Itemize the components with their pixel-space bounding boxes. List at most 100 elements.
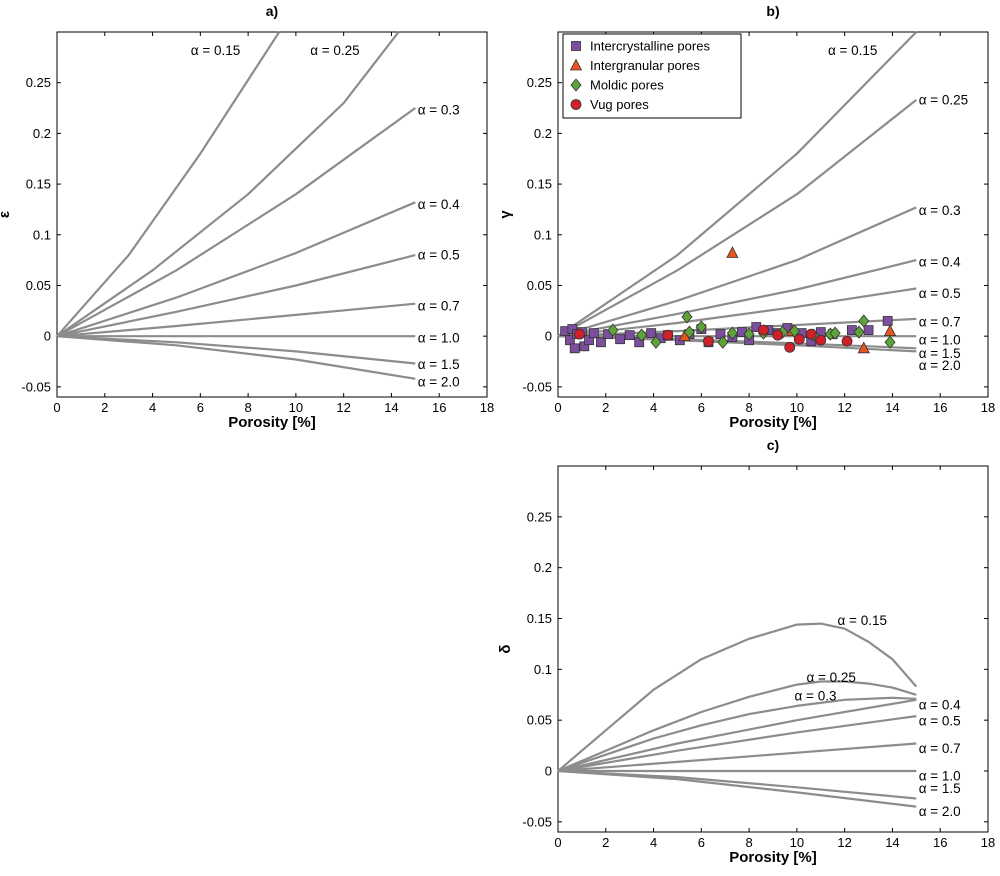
- data-point-diamond: [853, 325, 865, 339]
- curve-label: α = 0.5: [919, 714, 961, 729]
- x-tick-label: 12: [837, 400, 851, 415]
- x-tick-label: 14: [885, 400, 899, 415]
- panel-b: 0 2 4 6 8 10 12 14 16 18-0.0500.050.10.150.20.25b…: [497, 3, 995, 431]
- y-tick-label: 0.05: [527, 278, 552, 293]
- x-tick-label: 10: [289, 400, 303, 415]
- y-tick-label: 0.05: [26, 278, 51, 293]
- data-point-diamond: [726, 326, 738, 340]
- x-tick-label: 12: [336, 400, 350, 415]
- y-axis-label: γ: [497, 210, 514, 219]
- legend-label: Moldic pores: [590, 78, 664, 93]
- x-tick-label: 6: [698, 835, 705, 850]
- data-point-diamond: [717, 335, 729, 349]
- curve-label: α = 0.7: [418, 298, 460, 313]
- x-tick-label: 16: [933, 400, 947, 415]
- x-tick-label: 0: [554, 400, 561, 415]
- legend-marker: [569, 58, 583, 71]
- series-line-1: [557, 99, 917, 338]
- y-tick-label: 0.15: [527, 177, 552, 192]
- data-point-diamond: [683, 325, 695, 339]
- x-tick-label: 4: [149, 400, 156, 415]
- series-line-5: [557, 742, 917, 773]
- y-tick-label: 0.25: [26, 75, 51, 90]
- curve-label: α = 1.5: [919, 781, 961, 796]
- curve-label: α = 1.0: [919, 333, 961, 348]
- series-line-7: [56, 335, 416, 365]
- x-tick-label: 18: [981, 835, 995, 850]
- curve-label: α = 1.0: [418, 331, 460, 346]
- curve-label: α = 1.5: [919, 346, 961, 361]
- curve-label: α = 0.5: [418, 248, 460, 263]
- x-tick-label: 0: [53, 400, 60, 415]
- y-tick-label: 0.15: [26, 177, 51, 192]
- curve-label: α = 0.4: [418, 197, 460, 212]
- data-point-square: [882, 316, 893, 326]
- series-line-1: [56, 31, 400, 338]
- y-tick-label: 0.25: [527, 509, 552, 524]
- x-tick-label: 12: [837, 835, 851, 850]
- data-point-square: [863, 325, 874, 335]
- x-tick-label: 10: [790, 400, 804, 415]
- x-tick-label: 18: [981, 400, 995, 415]
- axes-frame: [557, 465, 989, 833]
- x-tick-label: 6: [197, 400, 204, 415]
- series-line-0: [56, 31, 281, 337]
- x-tick-label: 8: [745, 835, 752, 850]
- legend-marker: [570, 99, 582, 110]
- x-tick-label: 10: [790, 835, 804, 850]
- y-tick-label: 0: [44, 329, 51, 344]
- data-point-diamond: [829, 326, 841, 340]
- legend-marker: [571, 41, 581, 51]
- curve-label: α = 0.15: [191, 43, 240, 58]
- panel-a: 0 2 4 6 8 10 12 14 16 18-0.0500.050.10.150.20.25a…: [0, 3, 494, 431]
- data-point-diamond: [884, 335, 896, 349]
- y-tick-label: 0.2: [534, 560, 552, 575]
- y-tick-label: 0.05: [527, 713, 552, 728]
- data-point-circle: [841, 335, 853, 347]
- y-axis-label: ε: [0, 211, 13, 218]
- legend-label: Intercrystalline pores: [590, 39, 710, 54]
- series-line-8: [557, 769, 917, 808]
- y-tick-label: 0.2: [33, 126, 51, 141]
- data-point-circle: [703, 335, 714, 347]
- curve-label: α = 0.3: [919, 203, 961, 218]
- x-tick-label: 16: [933, 835, 947, 850]
- data-point-circle: [758, 324, 769, 336]
- curve-label: α = 0.15: [828, 43, 877, 58]
- y-tick-label: 0: [545, 329, 552, 344]
- x-tick-label: 14: [885, 835, 899, 850]
- series-line-4: [557, 715, 917, 773]
- series-line-2: [557, 206, 917, 338]
- series-line-3: [557, 698, 917, 773]
- x-axis-label: Porosity [%]: [228, 414, 316, 431]
- x-tick-label: 2: [101, 400, 108, 415]
- panel-title: a): [266, 3, 278, 19]
- data-point-square: [596, 337, 606, 348]
- x-axis-label: Porosity [%]: [729, 414, 817, 431]
- data-point-diamond: [743, 327, 755, 341]
- curve-label: α = 0.4: [919, 255, 961, 270]
- legend-label: Intergranular pores: [590, 58, 700, 73]
- curve-label: α = 1.0: [919, 769, 961, 784]
- data-point-diamond: [607, 323, 619, 337]
- panel-title: b): [766, 3, 779, 19]
- x-tick-label: 8: [244, 400, 251, 415]
- x-axis-label: Porosity [%]: [729, 849, 817, 866]
- data-point-square: [615, 334, 626, 345]
- curve-label: α = 0.15: [838, 613, 887, 628]
- y-tick-label: 0.2: [534, 126, 552, 141]
- legend-box: [562, 33, 742, 119]
- legend-label: Vug pores: [590, 97, 649, 112]
- y-tick-label: 0.1: [534, 227, 552, 242]
- series-line-8: [56, 335, 416, 380]
- y-axis-label: δ: [497, 644, 514, 653]
- series-line-2: [557, 696, 917, 773]
- x-tick-label: 2: [602, 400, 609, 415]
- data-point-triangle: [726, 246, 739, 258]
- data-point-square: [569, 343, 580, 354]
- y-tick-label: 0.1: [534, 662, 552, 677]
- series-line-0: [557, 622, 918, 772]
- y-tick-label: -0.05: [522, 379, 552, 394]
- series-line-5: [56, 302, 416, 338]
